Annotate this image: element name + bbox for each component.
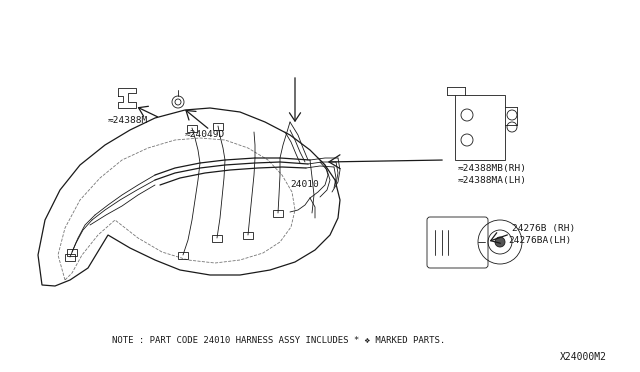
Text: ≂24049D: ≂24049D: [185, 130, 225, 139]
Text: X24000M2: X24000M2: [560, 352, 607, 362]
Bar: [67, 248, 77, 256]
Bar: [65, 253, 75, 260]
Bar: [273, 209, 283, 217]
Bar: [212, 234, 222, 241]
Bar: [187, 125, 197, 131]
Bar: [243, 231, 253, 238]
Text: ≂24388MB(RH): ≂24388MB(RH): [458, 164, 527, 173]
Bar: [455, 95, 505, 160]
Circle shape: [495, 237, 505, 247]
Bar: [178, 251, 188, 259]
Text: 24276BA(LH): 24276BA(LH): [508, 236, 572, 245]
Text: ≂24388MA(LH): ≂24388MA(LH): [458, 176, 527, 185]
Text: 24010: 24010: [290, 180, 319, 189]
Text: NOTE : PART CODE 24010 HARNESS ASSY INCLUDES * ❖ MARKED PARTS.: NOTE : PART CODE 24010 HARNESS ASSY INCL…: [112, 336, 445, 345]
Text: ≂24388M: ≂24388M: [108, 116, 148, 125]
Text: 24276B (RH): 24276B (RH): [512, 224, 575, 233]
Bar: [213, 122, 223, 129]
